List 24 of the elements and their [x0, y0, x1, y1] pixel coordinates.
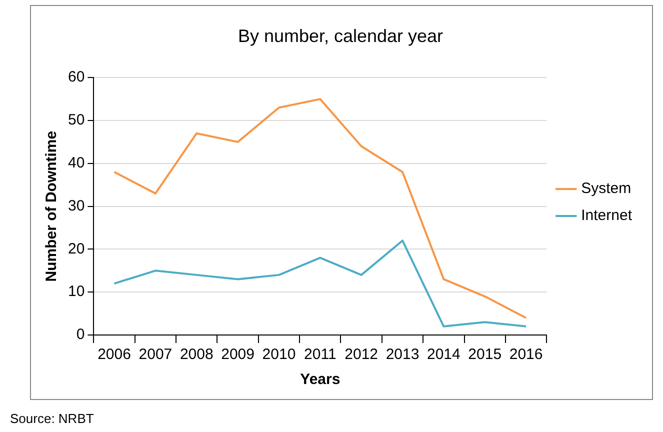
chart-title: By number, calendar year [238, 26, 444, 46]
y-tick-label: 30 [68, 197, 85, 214]
x-tick-label: 2016 [509, 346, 543, 364]
x-tick-label: 2010 [262, 346, 296, 364]
y-axis-title: Number of Downtime [43, 130, 60, 282]
x-tick-label: 2006 [98, 346, 131, 364]
x-tick-label: 2014 [427, 346, 460, 364]
y-tick-label: 10 [68, 283, 85, 300]
y-tick-label: 60 [68, 68, 85, 86]
x-axis-title: Years [300, 371, 340, 388]
y-tick-label: 20 [68, 240, 85, 258]
y-tick-label: 50 [68, 112, 85, 129]
y-tick-label: 40 [68, 154, 85, 172]
x-tick-label: 2015 [468, 346, 502, 364]
legend-label: Internet [581, 207, 633, 224]
x-tick-label: 2008 [180, 346, 214, 364]
x-tick-label: 2011 [304, 346, 336, 364]
source-note: Source: NRBT [10, 411, 94, 426]
x-tick-label: 2013 [386, 346, 420, 364]
y-tick-label: 0 [76, 326, 85, 344]
legend-label: System [581, 180, 632, 198]
x-tick-label: 2009 [221, 346, 254, 364]
x-tick-label: 2012 [344, 346, 378, 364]
x-tick-label: 2007 [138, 346, 172, 364]
